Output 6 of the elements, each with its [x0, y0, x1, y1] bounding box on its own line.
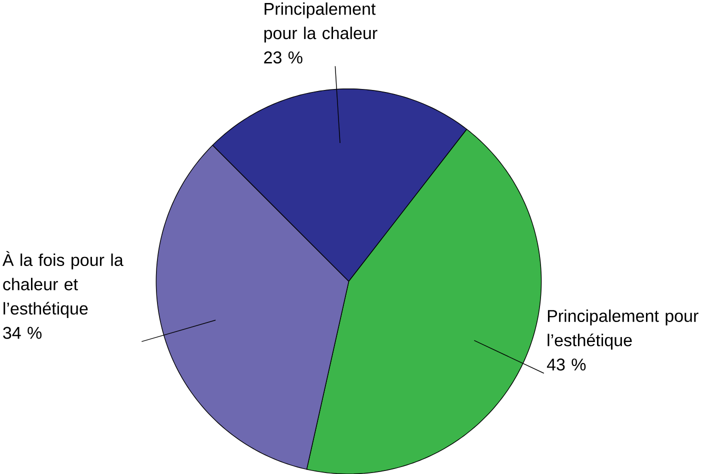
slice-label: Principalement pour l’esthétique — [548, 309, 698, 350]
data-label: 43 % — [546, 358, 586, 370]
slice-label: Principalement pour la chaleur — [264, 2, 378, 42]
data-label: 34 % — [3, 326, 42, 339]
data-label: 23 % — [264, 51, 302, 64]
slice-label: À la fois pour la chaleur et l’esthétique — [2, 250, 124, 318]
